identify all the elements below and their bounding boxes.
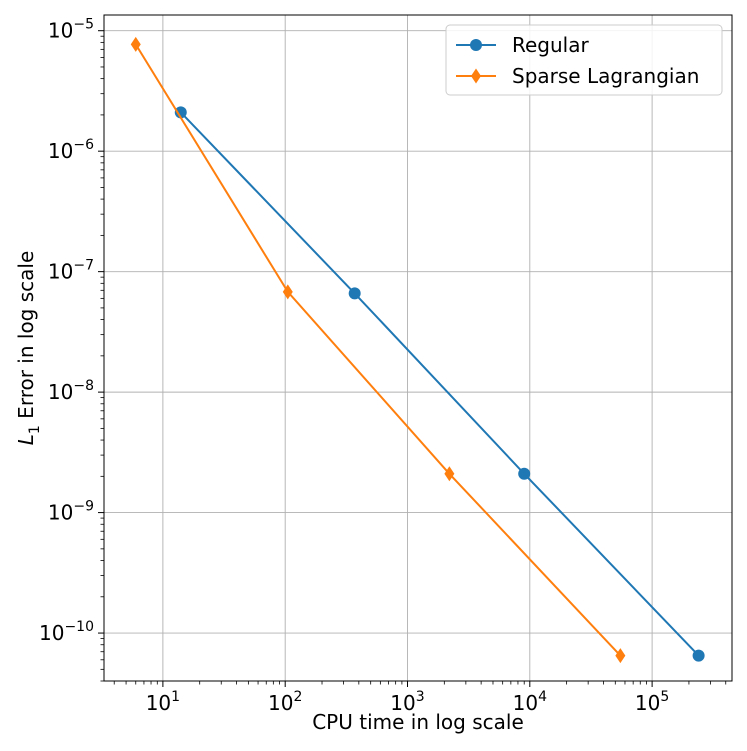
data-point-sparse-lagrangian: [282, 284, 293, 300]
legend: Regular Sparse Lagrangian: [445, 24, 723, 96]
legend-marker-sparse-lagrangian: [471, 68, 481, 84]
y-tick-label: 10−10: [39, 619, 94, 645]
data-point-regular: [692, 649, 705, 662]
plot-frame: [103, 14, 733, 682]
series-line-sparse-lagrangian: [134, 43, 622, 657]
legend-label-regular: Regular: [512, 33, 589, 57]
y-axis-label: L1 Error in log scale: [14, 251, 43, 446]
y-tick-label: 10−6: [48, 137, 94, 163]
data-point-sparse-lagrangian: [130, 36, 141, 52]
legend-marker-regular: [470, 39, 482, 51]
y-tick-label: 10−8: [48, 378, 94, 404]
x-tick-label: 105: [635, 689, 669, 715]
legend-box: [445, 24, 723, 96]
grid: [104, 15, 732, 681]
series-line-regular: [180, 111, 700, 657]
y-tick-label: 10−7: [48, 258, 94, 284]
x-tick-label: 103: [390, 689, 424, 715]
y-tick-label: 10−9: [48, 499, 94, 525]
series-layer: [130, 36, 705, 664]
y-tick-label: 10−5: [48, 17, 94, 43]
legend-label-sparse-lagrangian: Sparse Lagrangian: [512, 64, 699, 88]
y-axis-label-symbol: L: [14, 434, 38, 445]
x-tick-label: 101: [146, 689, 180, 715]
y-axis-label-text: Error in log scale: [14, 251, 38, 425]
data-point-sparse-lagrangian: [444, 466, 455, 482]
data-point-regular: [348, 287, 361, 300]
data-point-regular: [174, 106, 187, 119]
y-axis-label-subscript: 1: [27, 425, 43, 434]
x-axis-label: CPU time in log scale: [312, 710, 524, 734]
data-point-sparse-lagrangian: [615, 648, 626, 664]
data-point-regular: [518, 467, 531, 480]
x-tick-label: 104: [513, 689, 547, 715]
x-tick-label: 102: [268, 689, 302, 715]
series-sparse-lagrangian: [130, 36, 626, 664]
series-regular: [174, 106, 705, 662]
ticks: 101 102 103 104 105 10−5 10−6 10−7 10−8 10−9 10−10: [39, 17, 727, 715]
